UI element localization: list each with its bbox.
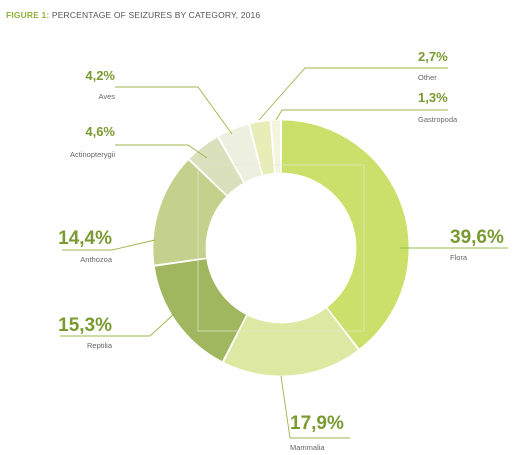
category-label-gastropoda: Gastropoda xyxy=(418,115,458,124)
slice-flora xyxy=(280,119,410,350)
chart-title: FIGURE 1: PERCENTAGE OF SEIZURES BY CATE… xyxy=(6,10,260,20)
leader-line-other xyxy=(258,67,448,121)
category-label-other: Other xyxy=(418,73,437,82)
figure-title: PERCENTAGE OF SEIZURES BY CATEGORY, 2016 xyxy=(51,10,261,20)
category-label-reptilia: Reptilia xyxy=(87,341,113,350)
leader-line-actinopterygii xyxy=(115,144,208,159)
value-label-anthozoa: 14,4% xyxy=(58,228,112,249)
figure-label: FIGURE 1: xyxy=(6,10,50,20)
value-label-mammalia: 17,9% xyxy=(290,413,344,434)
category-label-flora: Flora xyxy=(450,253,468,262)
slice-gastropoda xyxy=(270,119,282,174)
slice-aves xyxy=(217,123,263,184)
category-label-actinopterygii: Actinopterygii xyxy=(70,150,115,159)
value-label-aves: 4,2% xyxy=(85,68,115,83)
leader-line-reptilia xyxy=(149,312,176,337)
slice-mammalia xyxy=(222,307,359,377)
leader-line-aves xyxy=(115,86,233,135)
value-label-reptilia: 15,3% xyxy=(58,315,112,336)
value-label-gastropoda: 1,3% xyxy=(418,90,448,105)
slice-anthozoa xyxy=(152,159,228,266)
slice-reptilia xyxy=(153,258,248,363)
slice-other xyxy=(249,120,275,176)
category-label-anthozoa: Anthozoa xyxy=(80,255,113,264)
leader-line-gastropoda xyxy=(275,109,448,121)
value-label-actinopterygii: 4,6% xyxy=(85,124,115,139)
slice-actinopterygii xyxy=(188,136,245,197)
leader-line-mammalia xyxy=(280,375,291,439)
leader-line-anthozoa xyxy=(111,239,156,251)
value-label-other: 2,7% xyxy=(418,49,448,64)
category-label-aves: Aves xyxy=(98,92,115,101)
value-label-flora: 39,6% xyxy=(450,227,504,248)
category-label-mammalia: Mammalia xyxy=(290,443,325,452)
center-frame xyxy=(197,164,365,332)
